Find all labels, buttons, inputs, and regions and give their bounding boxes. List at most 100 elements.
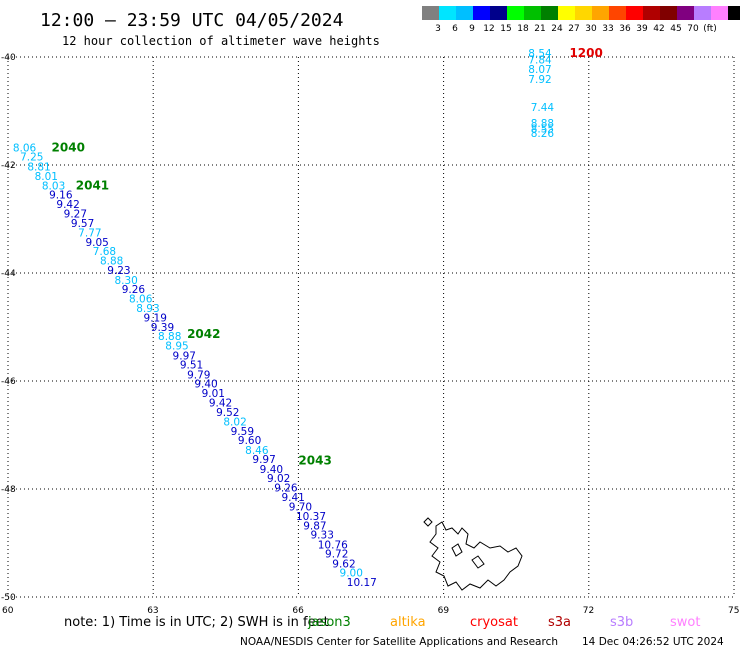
- wave-height-value: 9.39: [151, 322, 174, 334]
- lon-label: 63: [147, 606, 158, 616]
- wave-height-value: 9.02: [267, 473, 290, 485]
- legend-label: 6: [452, 24, 458, 34]
- track-time-labels: 2040 2041 2042 2043 1200: [52, 46, 603, 468]
- lon-label: 66: [292, 606, 304, 616]
- wave-height-value: 8.95: [165, 341, 188, 353]
- satellite-name: s3a: [548, 615, 571, 630]
- wave-height-value: 9.27: [64, 208, 87, 220]
- wave-height-value: 9.05: [85, 237, 108, 249]
- wave-height-value: 9.57: [71, 218, 94, 230]
- wave-height-value: 9.79: [187, 369, 210, 381]
- wave-height-value: 8.81: [27, 161, 50, 173]
- legend-swatch: [422, 6, 439, 20]
- satellite-key: note: 1) Time is in UTC; 2) SWH is in fe…: [64, 615, 700, 630]
- satellite-name: jason3: [307, 615, 351, 630]
- wave-height-legend: 3 6 9 12 15 18 21 24 27 30 33 36 39 42 45 70 (ft): [422, 6, 740, 34]
- wave-height-value: 9.19: [144, 313, 167, 325]
- legend-swatch: [677, 6, 694, 20]
- legend-label: 15: [500, 24, 511, 34]
- legend-label: 3: [435, 24, 441, 34]
- legend-label: 36: [619, 24, 631, 34]
- wave-height-value: 9.40: [194, 378, 217, 390]
- lon-label: 75: [728, 606, 739, 616]
- legend-label: 45: [670, 24, 681, 34]
- legend-label: 42: [653, 24, 664, 34]
- map-title: 12:00 – 23:59 UTC 04/05/2024: [40, 10, 343, 31]
- map-subtitle: 12 hour collection of altimeter wave hei…: [62, 34, 380, 48]
- wave-height-value: 10.17: [347, 577, 377, 589]
- wave-height-value: 9.01: [202, 388, 225, 400]
- track-time-label: 1200: [569, 46, 602, 60]
- wave-height-value: 8.01: [35, 171, 58, 183]
- track-time-label: 2040: [52, 141, 85, 155]
- lon-label: 72: [583, 606, 594, 616]
- legend-swatch: [558, 6, 575, 20]
- kerguelen-island: [423, 517, 523, 591]
- lat-label: -50: [1, 593, 16, 603]
- legend-label: (ft): [703, 24, 717, 34]
- wave-height-value: 9.70: [289, 502, 312, 514]
- wave-height-value: 8.30: [114, 275, 137, 287]
- legend-label: 70: [687, 24, 699, 34]
- wave-height-value: 9.41: [281, 492, 304, 504]
- legend-label: 30: [585, 24, 597, 34]
- lon-label: 60: [2, 606, 14, 616]
- wave-height-value: 7.77: [78, 227, 101, 239]
- wave-height-value: 8.55: [531, 124, 554, 136]
- legend-swatch: [490, 6, 507, 20]
- wave-height-value: 8.26: [531, 128, 555, 140]
- wave-height-value: 7.68: [93, 246, 116, 258]
- wave-height-value: 9.62: [332, 558, 355, 570]
- wave-height-value: 9.16: [49, 189, 73, 201]
- legend-swatch: [694, 6, 711, 20]
- satellite-name: cryosat: [470, 615, 518, 630]
- wave-height-value: 9.23: [107, 265, 130, 277]
- legend-swatch: [456, 6, 473, 20]
- wave-height-value: 9.33: [311, 530, 334, 542]
- wave-height-value: 8.54: [528, 48, 552, 60]
- legend-swatch: [473, 6, 490, 20]
- note-text: note: 1) Time is in UTC; 2) SWH is in fe…: [64, 615, 329, 630]
- wave-height-value: 9.26: [122, 284, 146, 296]
- legend-swatch: [711, 6, 728, 20]
- wave-height-value: 8.06: [129, 294, 153, 306]
- wave-height-value: 8.88: [100, 255, 123, 267]
- legend-swatch: [575, 6, 592, 20]
- wave-height-value: 8.46: [245, 445, 269, 457]
- wave-height-value: 7.84: [528, 54, 552, 66]
- legend-label: 18: [517, 24, 529, 34]
- wave-height-value: 8.88: [531, 118, 554, 130]
- legend-swatch: [643, 6, 660, 20]
- satellite-name: s3b: [610, 615, 633, 630]
- wave-height-value: 9.51: [180, 360, 203, 372]
- wave-height-value: 8.93: [136, 303, 159, 315]
- legend-label: 24: [551, 24, 563, 34]
- wave-height-value: 7.92: [528, 74, 551, 86]
- legend-label: 12: [483, 24, 494, 34]
- legend-swatch: [541, 6, 558, 20]
- wave-height-value: 9.42: [56, 199, 79, 211]
- wave-height-value: 7.25: [20, 152, 43, 164]
- wave-height-value: 9.97: [173, 350, 196, 362]
- wave-height-value: 8.88: [158, 331, 181, 343]
- legend-swatch: [660, 6, 677, 20]
- legend-swatch: [439, 6, 456, 20]
- wave-height-value: 9.42: [209, 397, 232, 409]
- wave-height-value: 9.00: [340, 567, 363, 579]
- legend-label: 21: [534, 24, 545, 34]
- legend-swatch: [592, 6, 609, 20]
- wave-height-value: 9.40: [260, 464, 283, 476]
- wave-height-value: 8.03: [42, 180, 65, 192]
- wave-height-value: 8.07: [528, 64, 551, 76]
- satellite-name: altika: [390, 615, 426, 630]
- wave-height-value: 9.72: [325, 549, 348, 561]
- legend-label: 33: [602, 24, 613, 34]
- legend-label: 9: [469, 24, 475, 34]
- legend-swatch: [626, 6, 643, 20]
- wave-height-value: 8.02: [223, 416, 246, 428]
- legend-label: 39: [636, 24, 648, 34]
- wave-height-value: 9.52: [216, 407, 239, 419]
- wave-height-value: 9.26: [274, 483, 298, 495]
- track-time-label: 2041: [76, 178, 109, 192]
